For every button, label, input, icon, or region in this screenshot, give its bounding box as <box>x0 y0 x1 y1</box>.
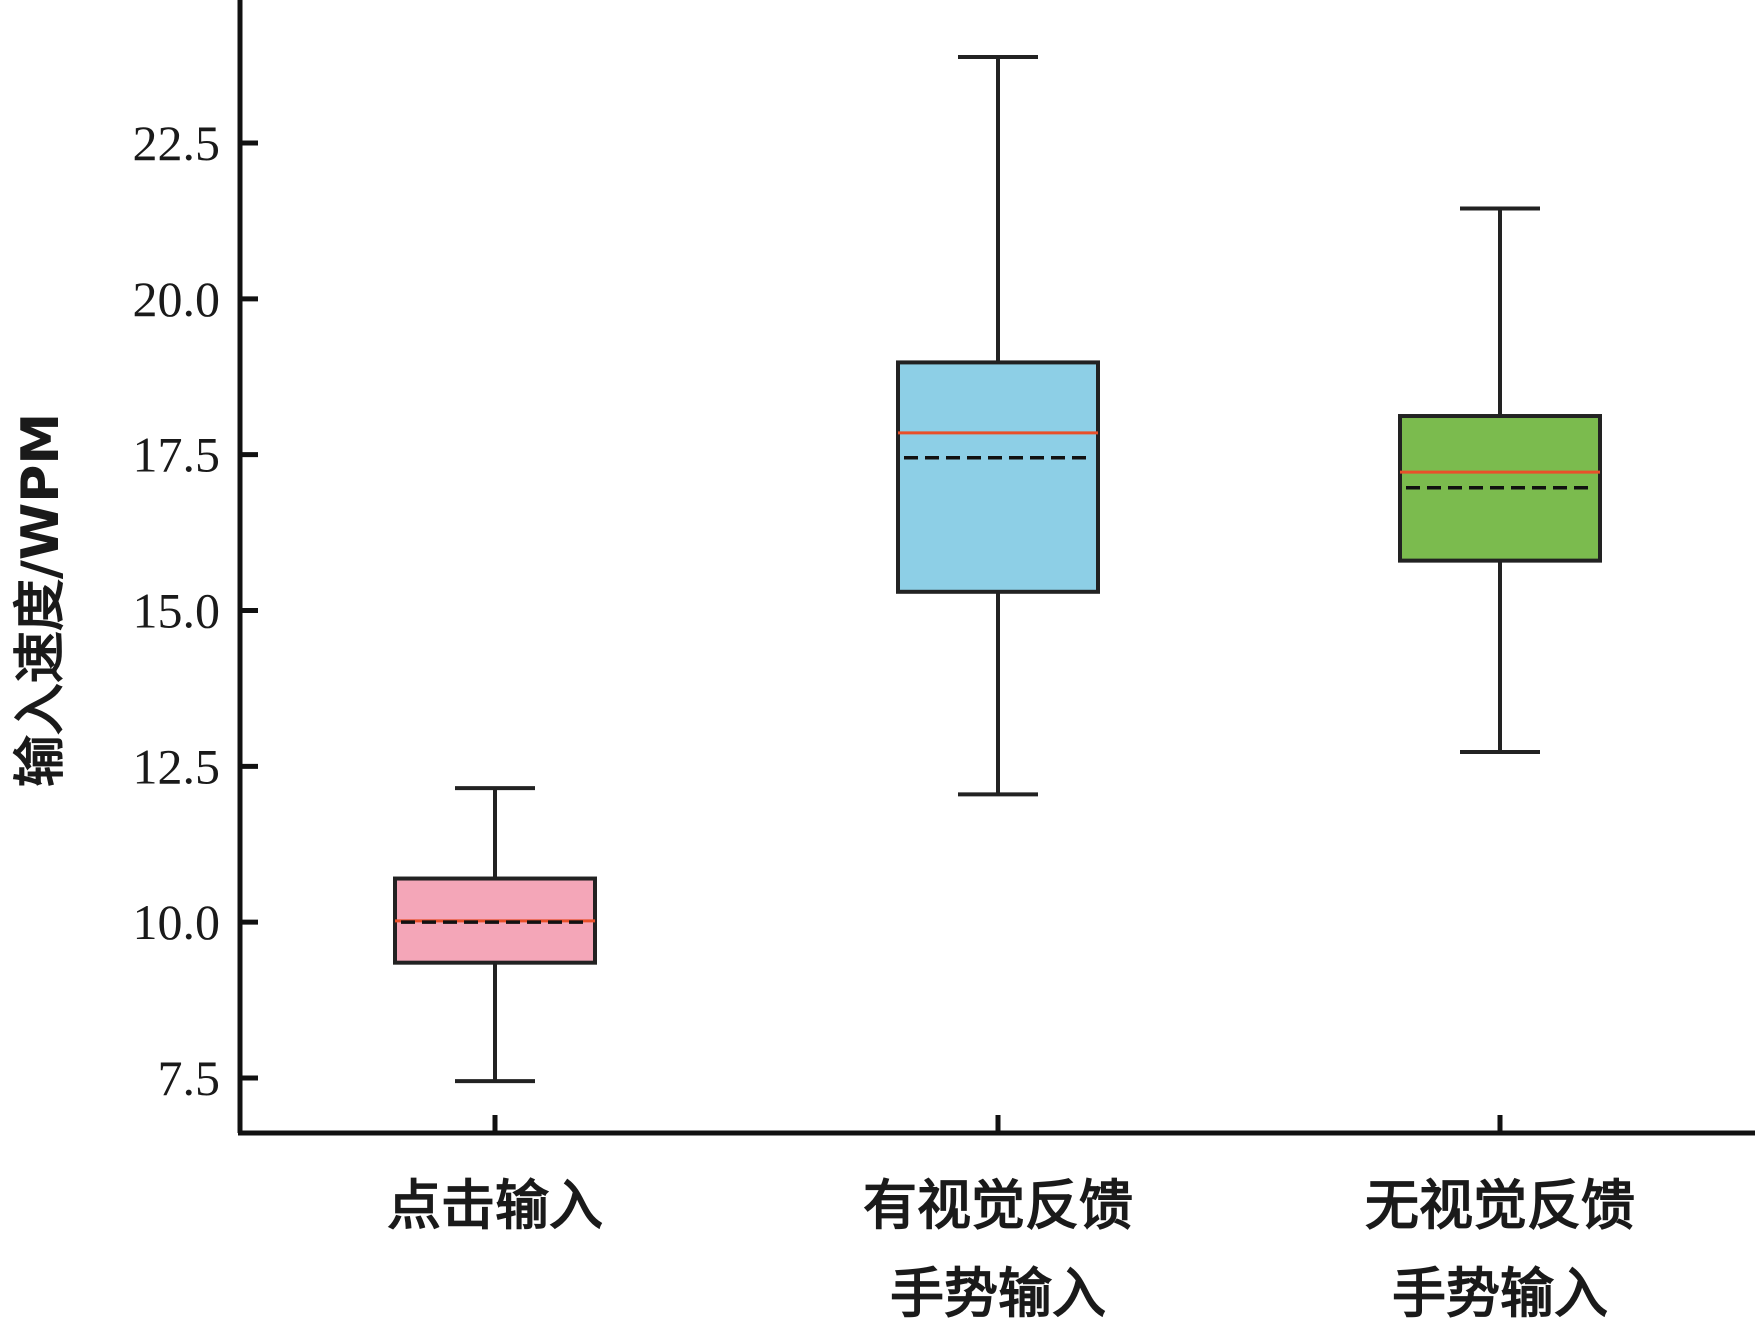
box-group <box>1398 206 1602 754</box>
boxes <box>393 54 1602 1084</box>
y-axis-title: 输入速度/WPM <box>11 413 71 787</box>
axes <box>237 0 1755 1136</box>
box-group <box>896 54 1100 797</box>
y-tick-label: 7.5 <box>158 1050 221 1106</box>
y-tick-label: 17.5 <box>133 427 221 483</box>
x-category-label: 点击输入 <box>387 1174 603 1237</box>
iqr-box <box>896 360 1100 594</box>
y-tick-label: 15.0 <box>133 583 221 639</box>
y-axis-ticks: 7.5 10.0 12.5 15.0 17.5 20.0 22.5 <box>133 115 258 1106</box>
x-category-label: 有视觉反馈 <box>863 1174 1133 1237</box>
x-category-label: 手势输入 <box>1392 1262 1608 1325</box>
y-tick-label: 20.0 <box>133 271 221 327</box>
y-tick-label: 10.0 <box>133 894 221 950</box>
y-tick-label: 22.5 <box>133 115 221 171</box>
box-group <box>393 786 597 1084</box>
y-tick-label: 12.5 <box>133 738 221 794</box>
x-category-label: 手势输入 <box>890 1262 1106 1325</box>
x-category-label: 无视觉反馈 <box>1365 1174 1635 1237</box>
